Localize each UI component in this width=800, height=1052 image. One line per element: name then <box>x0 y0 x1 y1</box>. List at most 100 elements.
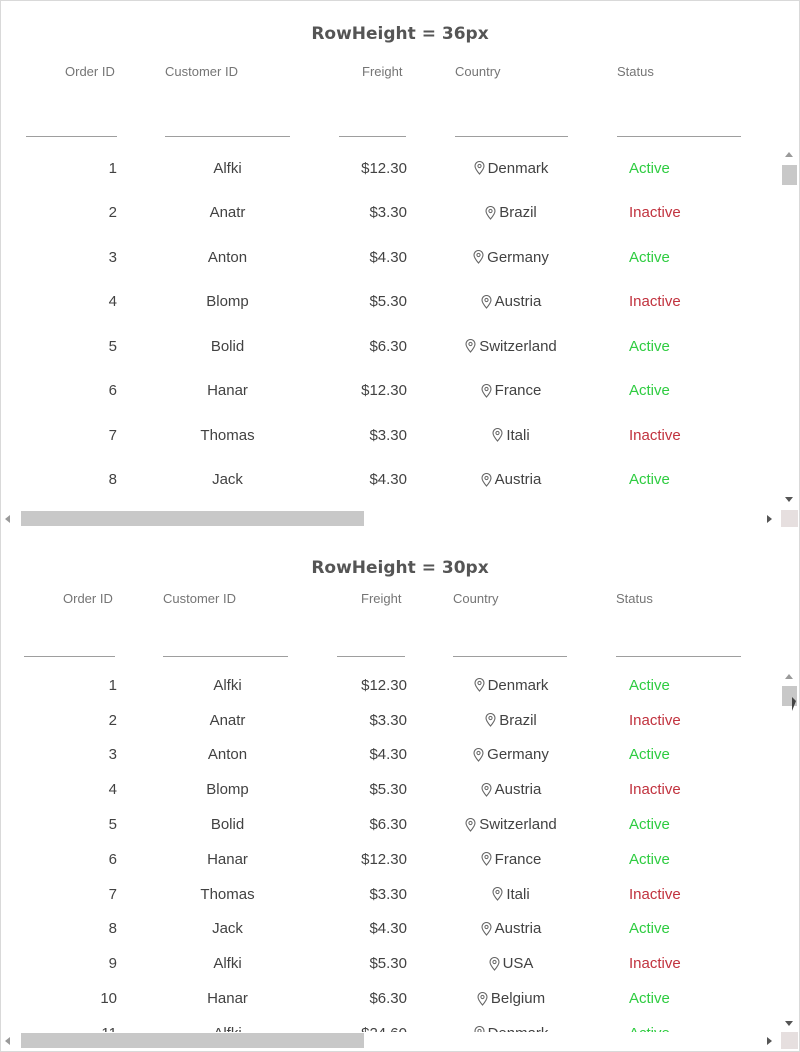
table-row[interactable]: 10 Hanar $6.30 Belgium Active <box>0 981 780 1016</box>
status-cell: Active <box>629 807 739 842</box>
table-row[interactable]: 2 Anatr $3.30 Brazil Inactive <box>0 703 780 738</box>
horizontal-scroll-thumb[interactable] <box>21 1033 364 1048</box>
filter-input-status[interactable] <box>616 656 741 657</box>
status-badge: Active <box>629 676 670 694</box>
table-row[interactable]: 4 Blomp $5.30 Austria Inactive <box>0 280 780 325</box>
country-label: Austria <box>494 293 542 311</box>
vertical-scrollbar[interactable] <box>781 670 798 1030</box>
table-row[interactable]: 8 Jack $4.30 Austria Active <box>0 912 780 947</box>
column-header-country[interactable]: Country <box>453 591 499 606</box>
table-row[interactable]: 8 Jack $4.30 Austria Active <box>0 458 780 503</box>
column-header-status[interactable]: Status <box>616 591 653 606</box>
freight-cell: $3.30 <box>369 426 407 444</box>
table-row[interactable]: 1 Alfki $12.30 Denmark Active <box>0 668 780 703</box>
scroll-down-icon[interactable] <box>785 1021 793 1026</box>
customer-id-cell: Hanar <box>207 382 248 400</box>
table-row[interactable]: 5 Bolid $6.30 Switzerland Active <box>0 807 780 842</box>
column-header-order-id[interactable]: Order ID <box>65 64 115 79</box>
customer-id-cell: Jack <box>212 471 243 489</box>
map-pin-icon <box>481 294 492 309</box>
filter-input-customer-id[interactable] <box>165 136 290 137</box>
map-pin-icon <box>473 250 484 265</box>
scroll-up-icon[interactable] <box>785 152 793 157</box>
column-header-freight[interactable]: Freight <box>362 64 403 79</box>
order-id-cell: 3 <box>108 746 117 764</box>
vertical-scrollbar[interactable] <box>781 148 798 506</box>
filter-input-country[interactable] <box>453 656 567 657</box>
map-pin-icon <box>481 921 492 936</box>
customer-id-cell: Anton <box>207 746 248 764</box>
grid-body: 1 Alfki $12.30 Denmark Active 2 Anatr $3.30 Braz… <box>0 668 780 1032</box>
table-row[interactable]: 5 Bolid $6.30 Switzerland Active <box>0 324 780 369</box>
country-label: Switzerland <box>479 337 557 355</box>
freight-cell: $5.30 <box>369 955 407 973</box>
status-badge: Inactive <box>629 711 681 729</box>
column-header-freight[interactable]: Freight <box>361 591 402 606</box>
order-id-cell: 1 <box>108 159 117 177</box>
order-id-cell: 3 <box>108 248 117 266</box>
scroll-right-icon[interactable] <box>767 1037 772 1045</box>
status-cell: Active <box>629 842 739 877</box>
table-row[interactable]: 11 Alfki $24.60 Denmark Active <box>0 1016 780 1032</box>
filter-input-status[interactable] <box>617 136 741 137</box>
order-id-cell: 6 <box>108 382 117 400</box>
order-id-cell: 2 <box>108 711 117 729</box>
column-header-customer-id[interactable]: Customer ID <box>163 591 236 606</box>
table-row[interactable]: 7 Thomas $3.30 Itali Inactive <box>0 877 780 912</box>
map-pin-icon <box>473 747 484 762</box>
country-cell: Switzerland <box>454 807 568 842</box>
horizontal-scroll-thumb[interactable] <box>21 511 364 526</box>
table-row[interactable]: 3 Anton $4.30 Germany Active <box>0 738 780 773</box>
map-pin-icon <box>465 339 476 354</box>
country-cell: Austria <box>454 772 568 807</box>
customer-id-cell: Bolid <box>210 816 245 834</box>
table-row[interactable]: 3 Anton $4.30 Germany Active <box>0 235 780 280</box>
table-row[interactable]: 7 Thomas $3.30 Itali Inactive <box>0 413 780 458</box>
customer-id-cell: Jack <box>212 920 243 938</box>
horizontal-scrollbar[interactable] <box>0 1032 780 1049</box>
table-row[interactable]: 6 Hanar $12.30 France Active <box>0 369 780 414</box>
status-cell: Active <box>629 458 739 503</box>
vertical-scroll-thumb[interactable] <box>782 165 797 185</box>
freight-cell: $4.30 <box>369 248 407 266</box>
grid-title: RowHeight = 30px <box>311 558 489 578</box>
table-row[interactable]: 6 Hanar $12.30 France Active <box>0 842 780 877</box>
scroll-down-icon[interactable] <box>785 497 793 502</box>
country-cell: USA <box>454 946 568 981</box>
map-pin-icon <box>492 887 503 902</box>
table-row[interactable]: 2 Anatr $3.30 Brazil Inactive <box>0 191 780 236</box>
customer-id-cell: Anatr <box>209 711 246 729</box>
freight-cell: $12.30 <box>361 850 407 868</box>
customer-id-cell: Thomas <box>200 885 255 903</box>
table-row[interactable]: 1 Alfki $12.30 Denmark Active <box>0 146 780 191</box>
country-label: France <box>494 850 542 868</box>
horizontal-scrollbar[interactable] <box>0 510 780 527</box>
column-header-customer-id[interactable]: Customer ID <box>165 64 238 79</box>
column-header-country[interactable]: Country <box>455 64 501 79</box>
freight-cell: $6.30 <box>369 816 407 834</box>
order-id-cell: 10 <box>100 990 117 1008</box>
order-id-cell: 2 <box>108 204 117 222</box>
scroll-right-icon[interactable] <box>767 515 772 523</box>
filter-input-freight[interactable] <box>339 136 406 137</box>
table-row[interactable]: 9 Alfki $5.30 USA Inactive <box>0 946 780 981</box>
filter-input-customer-id[interactable] <box>163 656 288 657</box>
status-badge: Active <box>629 1025 670 1032</box>
country-label: Denmark <box>487 676 549 694</box>
filter-input-freight[interactable] <box>337 656 405 657</box>
column-header-order-id[interactable]: Order ID <box>63 591 113 606</box>
filter-input-order-id[interactable] <box>26 136 117 137</box>
scroll-left-icon[interactable] <box>5 515 10 523</box>
customer-id-cell: Hanar <box>207 990 248 1008</box>
status-cell: Inactive <box>629 191 739 236</box>
column-header-status[interactable]: Status <box>617 64 654 79</box>
status-badge: Active <box>629 382 670 400</box>
scroll-up-icon[interactable] <box>785 674 793 679</box>
filter-input-country[interactable] <box>455 136 568 137</box>
table-row[interactable]: 4 Blomp $5.30 Austria Inactive <box>0 772 780 807</box>
filter-input-order-id[interactable] <box>24 656 115 657</box>
scroll-left-icon[interactable] <box>5 1037 10 1045</box>
country-cell: Brazil <box>454 703 568 738</box>
country-cell: Austria <box>454 458 568 503</box>
freight-cell: $6.30 <box>369 990 407 1008</box>
